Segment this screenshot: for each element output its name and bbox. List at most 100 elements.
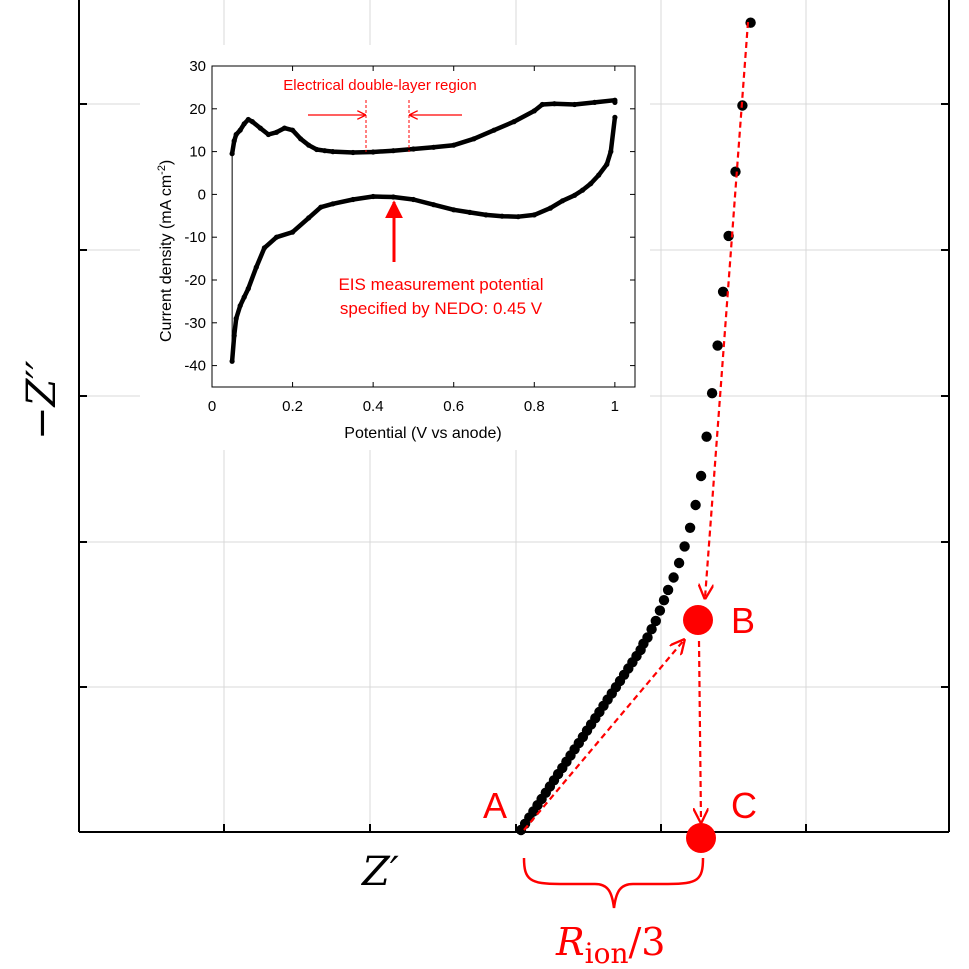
cv-point-1-31	[231, 333, 237, 339]
inset-ytick-label-4: -10	[184, 229, 206, 246]
inset-frame	[211, 65, 636, 388]
impedance-point-34	[654, 605, 666, 616]
impedance-point-46	[717, 286, 729, 297]
cv-point-0-11	[290, 127, 296, 133]
double-layer-label: Electrical double-layer region	[283, 77, 476, 94]
impedance-point-40	[684, 522, 696, 533]
inset-ytick-label-7: -40	[184, 358, 206, 375]
inset-ticks	[211, 65, 635, 387]
cv-point-1-10	[515, 214, 521, 220]
cv-point-0-5	[245, 116, 251, 123]
cv-point-1-4	[588, 181, 594, 187]
cv-point-1-8	[547, 205, 554, 211]
cv-point-1-20	[330, 201, 336, 207]
eis-label-line1: EIS measurement potential	[338, 275, 543, 294]
impedance-point-37	[668, 572, 679, 583]
cv-point-1-29	[237, 303, 243, 309]
rion-sub: ion	[585, 937, 629, 969]
point-b-marker	[683, 605, 713, 635]
cv-point-0-12	[298, 136, 304, 142]
cv-point-1-16	[410, 196, 416, 203]
cv-point-0-26	[531, 108, 537, 114]
cv-point-0-13	[306, 142, 312, 148]
cv-point-1-22	[306, 215, 312, 221]
cv-point-1-9	[531, 212, 537, 218]
cv-point-1-15	[431, 202, 437, 208]
cv-point-0-15	[322, 148, 328, 154]
ticks	[79, 103, 949, 832]
inset-xlabel: Potential (V vs anode)	[344, 425, 501, 442]
cv-point-1-17	[390, 194, 396, 200]
cv-point-1-11	[499, 213, 505, 219]
line-b-to-c	[699, 640, 701, 822]
cv-point-1-26	[253, 264, 259, 270]
inset-ytick-label-2: 10	[189, 144, 206, 161]
cv-point-1-14	[451, 207, 457, 213]
cv-point-1-13	[467, 209, 473, 215]
cv-point-0-28	[551, 101, 558, 107]
cv-point-0-10	[281, 125, 288, 131]
cv-point-1-12	[483, 212, 489, 218]
cv-point-0-2	[233, 131, 239, 138]
impedance-point-41	[690, 499, 701, 511]
inset-ytick-label-3: 0	[198, 186, 206, 203]
cv-point-1-27	[245, 286, 251, 292]
impedance-point-45	[712, 340, 723, 351]
cv-inset: 0 0.2 0.4 0.6 0.8 1 30 20 10 0 -10 -20 -30 -40 Potent…	[140, 45, 650, 450]
cv-point-0-30	[592, 99, 598, 105]
cv-point-0-23	[471, 136, 477, 142]
inset-ytick-label-5: -20	[184, 272, 206, 289]
impedance-point-44	[706, 388, 718, 399]
cv-point-0-6	[249, 119, 255, 125]
inset-xtick-label-2: 0.4	[363, 398, 384, 415]
cv-point-1-5	[580, 187, 586, 193]
cv-point-1-24	[273, 234, 280, 240]
cv-point-0-0	[229, 151, 235, 157]
cv-point-0-20	[410, 146, 416, 152]
cv-point-0-7	[257, 125, 263, 131]
line-tail-to-b	[705, 21, 750, 598]
cv-point-0-16	[330, 149, 336, 155]
impedance-point-31	[642, 632, 653, 643]
cv-point-1-2	[604, 161, 610, 167]
cv-point-0-17	[350, 149, 356, 156]
impedance-point-43	[701, 431, 712, 442]
cv-point-1-6	[572, 192, 578, 198]
cv-point-1-23	[290, 229, 296, 235]
cv-point-1-19	[350, 196, 356, 203]
impedance-point-39	[679, 541, 690, 552]
impedance-point-32	[646, 624, 657, 635]
cv-point-1-0	[612, 114, 618, 120]
cv-point-0-21	[431, 144, 437, 150]
cv-point-1-28	[241, 294, 247, 300]
main-ylabel: −Z′′	[19, 361, 65, 440]
cv-point-1-25	[261, 245, 267, 251]
impedance-point-38	[673, 557, 685, 569]
inset-xtick-label-4: 0.8	[524, 398, 545, 415]
inset-xtick-label-1: 0.2	[282, 398, 303, 415]
cv-point-0-27	[539, 101, 545, 108]
main-xlabel: Z′	[360, 849, 399, 895]
line-a-to-b	[523, 640, 684, 831]
inset-ytick-label-6: -30	[184, 315, 206, 332]
cv-point-1-3	[596, 172, 602, 178]
cv-point-1-21	[318, 204, 324, 210]
impedance-point-42	[695, 470, 707, 482]
cv-point-1-7	[559, 198, 566, 204]
inset-curves	[229, 97, 618, 364]
cv-point-0-25	[511, 119, 517, 125]
point-b-label: B	[731, 600, 755, 641]
rion-suffix: /3	[628, 920, 665, 964]
cv-point-0-22	[451, 142, 457, 148]
rion-bracket	[522, 857, 705, 909]
cv-point-0-24	[491, 127, 497, 133]
cv-point-1-18	[370, 193, 376, 200]
cv-point-0-32	[612, 99, 618, 105]
impedance-point-35	[658, 595, 670, 606]
inset-xtick-label-3: 0.6	[443, 398, 464, 415]
cv-point-1-30	[233, 315, 239, 322]
inset-ytick-label-1: 20	[189, 101, 206, 118]
cv-point-0-9	[273, 129, 280, 135]
point-a-label: A	[483, 785, 507, 826]
